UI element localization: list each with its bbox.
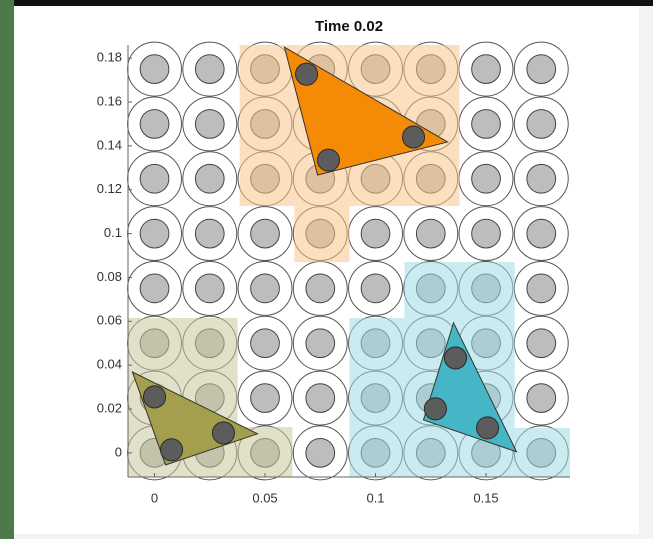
- x-tick-label: 0.1: [366, 490, 384, 505]
- particle: [296, 63, 318, 85]
- particle: [143, 386, 165, 408]
- x-tick-label: 0: [151, 490, 158, 505]
- cylinder-inner: [140, 164, 169, 193]
- cylinder-inner: [306, 329, 335, 358]
- y-tick-label: 0.12: [97, 181, 122, 196]
- particle: [477, 417, 499, 439]
- cylinder-inner: [472, 164, 501, 193]
- cylinder-inner: [361, 274, 390, 303]
- cylinder-inner: [140, 110, 169, 139]
- y-tick-label: 0: [115, 444, 122, 459]
- cylinder-inner: [251, 219, 280, 248]
- cylinder-inner: [140, 219, 169, 248]
- cylinder-inner: [251, 329, 280, 358]
- y-tick-label: 0.1: [104, 225, 122, 240]
- region: [349, 318, 404, 477]
- cylinder-inner: [527, 110, 556, 139]
- x-tick-label: 0.05: [252, 490, 277, 505]
- particle: [402, 126, 424, 148]
- cylinder-inner: [527, 219, 556, 248]
- cylinder-inner: [527, 55, 556, 84]
- cylinder-inner: [251, 274, 280, 303]
- cylinder-inner: [472, 219, 501, 248]
- cylinder-inner: [527, 274, 556, 303]
- particle: [160, 439, 182, 461]
- cylinder-inner: [195, 110, 224, 139]
- chart-title: Time 0.02: [315, 18, 383, 35]
- cylinder-inner: [306, 384, 335, 413]
- particle: [424, 398, 446, 420]
- cylinder-inner: [472, 110, 501, 139]
- particle: [212, 422, 234, 444]
- cylinder-inner: [195, 219, 224, 248]
- cylinder-inner: [527, 329, 556, 358]
- cylinder-inner: [416, 219, 445, 248]
- cylinder-inner: [251, 384, 280, 413]
- y-tick-label: 0.04: [97, 357, 122, 372]
- cylinder-inner: [472, 55, 501, 84]
- cylinder-inner: [527, 164, 556, 193]
- left-strip: [0, 0, 14, 539]
- cylinder-inner: [306, 274, 335, 303]
- cylinder-inner: [140, 55, 169, 84]
- y-tick-label: 0.06: [97, 313, 122, 328]
- y-tick-label: 0.16: [97, 93, 122, 108]
- y-tick-label: 0.02: [97, 400, 122, 415]
- region: [515, 428, 570, 477]
- cylinder-inner: [306, 439, 335, 468]
- screenshot: Time 0.02 0 0.02 0.04 0.06 0.08 0.1 0.12 0.14 0.…: [0, 0, 653, 539]
- cylinder-inner: [195, 274, 224, 303]
- cylinder-inner: [195, 55, 224, 84]
- particle: [317, 149, 339, 171]
- y-tick-label: 0.08: [97, 269, 122, 284]
- top-bar: [0, 0, 653, 6]
- particle: [444, 347, 466, 369]
- cylinder-inner: [361, 219, 390, 248]
- x-tick-label: 0.15: [473, 490, 498, 505]
- y-tick-label: 0.14: [97, 137, 122, 152]
- y-tick-label: 0.18: [97, 50, 122, 65]
- cylinder-inner: [140, 274, 169, 303]
- cylinder-inner: [527, 384, 556, 413]
- region: [294, 206, 349, 262]
- cylinder-inner: [195, 164, 224, 193]
